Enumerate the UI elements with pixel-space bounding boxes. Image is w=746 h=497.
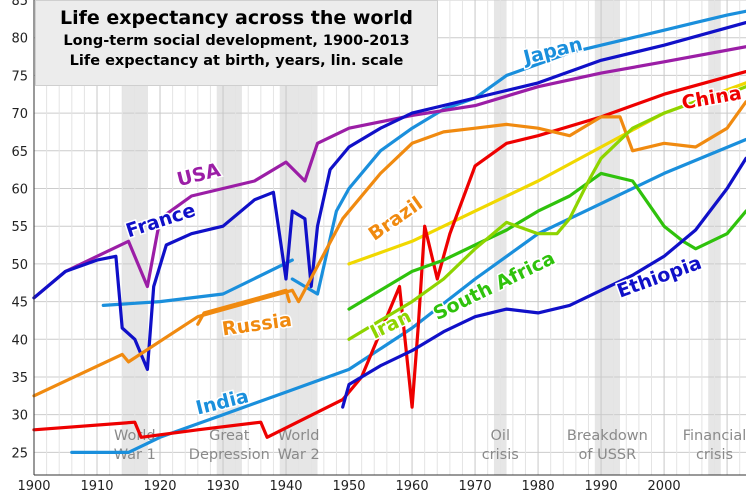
series-line-ethiopia bbox=[341, 156, 746, 409]
series-label-japan: Japan bbox=[519, 33, 584, 69]
series-line-japan bbox=[290, 9, 746, 296]
event-label-line2-3: crisis bbox=[482, 447, 519, 463]
x-tick-label-1: 1910 bbox=[80, 479, 113, 494]
x-tick-label-9: 1990 bbox=[585, 479, 618, 494]
x-tick-label-10: 2000 bbox=[648, 479, 681, 494]
series-line-russia bbox=[196, 288, 291, 326]
event-label-line1-5: Financial bbox=[683, 428, 746, 444]
y-tick-label-9: 70 bbox=[11, 107, 28, 122]
event-band-4 bbox=[594, 0, 620, 475]
y-tick-label-6: 55 bbox=[11, 220, 28, 235]
x-tick-label-5: 1950 bbox=[332, 479, 365, 494]
extra-line-1 bbox=[101, 258, 294, 307]
event-label-line2-2: War 2 bbox=[278, 447, 320, 463]
series-line-south-africa bbox=[347, 171, 746, 311]
title-box: Life expectancy across the world Long-te… bbox=[35, 0, 438, 86]
event-label-line1-2: World bbox=[278, 428, 320, 444]
y-tick-label-4: 45 bbox=[11, 296, 28, 311]
y-tick-label-12: 85 bbox=[11, 0, 28, 9]
chart-title: Life expectancy across the world bbox=[60, 7, 413, 29]
event-label-line1-0: World bbox=[114, 428, 156, 444]
x-tick-label-7: 1970 bbox=[459, 479, 492, 494]
x-tick-label-8: 1980 bbox=[522, 479, 555, 494]
y-tick-label-2: 35 bbox=[11, 371, 28, 386]
x-tick-label-2: 1920 bbox=[143, 479, 176, 494]
y-tick-label-8: 65 bbox=[11, 145, 28, 160]
y-tick-label-7: 60 bbox=[11, 182, 28, 197]
series-label-usa: USA bbox=[175, 159, 223, 191]
y-tick-label-11: 80 bbox=[11, 32, 28, 47]
x-tick-label-0: 1900 bbox=[17, 479, 50, 494]
series-lines bbox=[32, 9, 746, 454]
x-tick-label-3: 1930 bbox=[206, 479, 239, 494]
event-label-line1-1: Great bbox=[209, 428, 250, 444]
event-label-line1-3: Oil bbox=[491, 428, 510, 444]
y-tick-label-1: 30 bbox=[11, 409, 28, 424]
x-tick-label-4: 1940 bbox=[269, 479, 302, 494]
y-tick-label-5: 50 bbox=[11, 258, 28, 273]
series-line-india bbox=[70, 137, 746, 454]
series-line-france bbox=[32, 21, 746, 371]
x-axis-bg bbox=[0, 475, 746, 497]
event-label-line2-5: crisis bbox=[696, 447, 733, 463]
event-label-line2-4: of USSR bbox=[579, 447, 637, 463]
series-line-china bbox=[32, 69, 746, 439]
event-label-line2-1: Depression bbox=[189, 447, 270, 463]
series-line-iran bbox=[347, 85, 746, 341]
series-line-brazil bbox=[32, 100, 746, 398]
x-tick-label-6: 1960 bbox=[396, 479, 429, 494]
series-line-usa bbox=[32, 45, 746, 300]
y-tick-label-0: 25 bbox=[11, 446, 28, 461]
y-tick-label-3: 40 bbox=[11, 333, 28, 348]
grid-lines bbox=[33, 0, 746, 475]
chart-subtitle-2: Life expectancy at birth, years, lin. sc… bbox=[69, 53, 404, 69]
event-label-line1-4: Breakdown bbox=[567, 428, 648, 444]
y-tick-label-10: 75 bbox=[11, 69, 28, 84]
chart-subtitle: Long-term social development, 1900-2013 bbox=[63, 33, 410, 49]
